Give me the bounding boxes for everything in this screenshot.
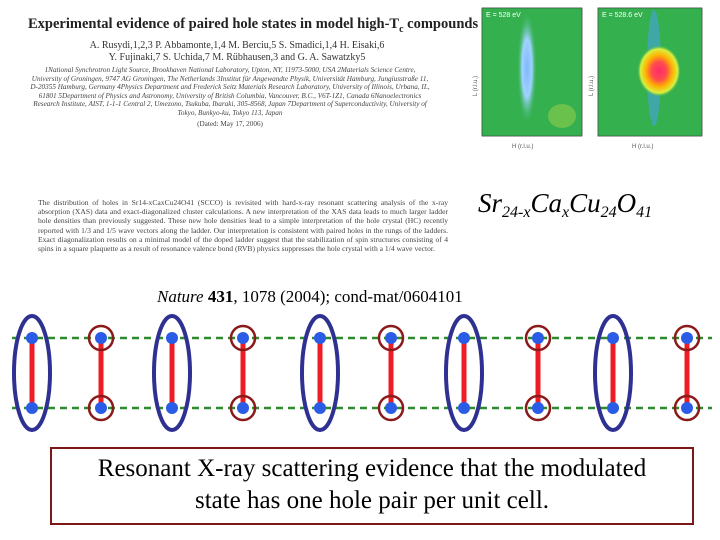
paper-affiliations: 1National Synchrotron Light Source, Broo…	[30, 66, 430, 128]
ladder-diagram	[0, 310, 720, 440]
formula-cu-sub: 24	[600, 204, 617, 221]
copper-site	[532, 332, 544, 344]
affiliations-text: 1National Synchrotron Light Source, Broo…	[30, 66, 430, 117]
copper-site	[314, 332, 326, 344]
paper-authors: A. Rusydi,1,2,3 P. Abbamonte,1,4 M. Berc…	[52, 40, 422, 64]
paper-title-main: Experimental evidence of paired hole sta…	[28, 16, 400, 32]
copper-site	[95, 332, 107, 344]
paper-excerpt: Experimental evidence of paired hole sta…	[28, 10, 478, 268]
citation-rest: , 1078 (2004); cond-mat/0604101	[233, 287, 463, 306]
hole-site-ring	[87, 394, 115, 422]
hole-pair-oval	[444, 314, 484, 432]
hole-site-ring	[377, 324, 405, 352]
ladder-svg	[12, 314, 712, 432]
copper-site	[314, 402, 326, 414]
copper-site	[681, 332, 693, 344]
formula-ca-sub: x	[561, 204, 570, 221]
map-left: E = 528 eV H (r.l.u.) L (r.l.u.)	[473, 7, 583, 150]
scattering-plots: E = 528 eV H (r.l.u.) L (r.l.u.) E = 528…	[472, 6, 708, 156]
formula-cu: Cu	[569, 188, 601, 218]
citation-journal: Nature	[157, 287, 204, 306]
copper-site	[681, 402, 693, 414]
chemical-formula: Sr24-xCaxCu24O41	[478, 188, 652, 222]
hole-site-ring	[673, 394, 701, 422]
formula-sr: Sr	[478, 188, 503, 218]
copper-site	[532, 402, 544, 414]
caption-line-2: state has one hole pair per unit cell.	[194, 487, 550, 514]
paper-title-subscript: c	[399, 23, 404, 35]
authors-line-2: Y. Fujinaki,7 S. Uchida,7 M. Rübhausen,3…	[108, 52, 366, 63]
authors-line-1: A. Rusydi,1,2,3 P. Abbamonte,1,4 M. Berc…	[89, 40, 385, 51]
formula-ca: Ca	[530, 188, 562, 218]
paper-title-end: compounds	[403, 16, 479, 32]
copper-site	[166, 402, 178, 414]
copper-site	[237, 332, 249, 344]
hole-site-ring	[524, 324, 552, 352]
copper-site	[458, 402, 470, 414]
caption-line-1: Resonant X-ray scattering evidence that …	[97, 455, 647, 482]
map-left-xlabel: H (r.l.u.)	[512, 144, 533, 150]
hole-pair-oval	[152, 314, 192, 432]
hole-site-ring	[229, 394, 257, 422]
map-right: E = 528.6 eV H (r.l.u.) L (r.l.u.)	[589, 7, 703, 150]
copper-site	[166, 332, 178, 344]
formula-o: O	[616, 188, 637, 218]
copper-site	[458, 332, 470, 344]
hole-pair-oval	[12, 314, 52, 432]
copper-site	[385, 402, 397, 414]
map-right-ylabel: L (r.l.u.)	[589, 76, 595, 96]
hole-site-ring	[673, 324, 701, 352]
citation: Nature 431, 1078 (2004); cond-mat/060410…	[157, 287, 463, 307]
hole-pair-oval	[593, 314, 633, 432]
hole-site-ring	[377, 394, 405, 422]
citation-volume: 431	[207, 287, 234, 306]
formula-sr-sub: 24-x	[502, 204, 531, 221]
copper-site	[607, 402, 619, 414]
hole-pair-oval	[300, 314, 340, 432]
copper-site	[385, 332, 397, 344]
copper-site	[237, 402, 249, 414]
copper-site	[95, 402, 107, 414]
paper-date: (Dated: May 17, 2006)	[197, 119, 263, 128]
caption-box: Resonant X-ray scattering evidence that …	[50, 447, 694, 525]
hole-site-ring	[87, 324, 115, 352]
formula-o-sub: 41	[636, 204, 653, 221]
map-right-energy: E = 528.6 eV	[602, 12, 643, 19]
copper-site	[26, 402, 38, 414]
copper-site	[26, 332, 38, 344]
map-left-ylabel: L (r.l.u.)	[473, 76, 479, 96]
hole-site-ring	[524, 394, 552, 422]
map-right-xlabel: H (r.l.u.)	[632, 144, 653, 150]
map-left-energy: E = 528 eV	[486, 12, 521, 19]
paper-title: Experimental evidence of paired hole sta…	[28, 16, 478, 35]
hole-site-ring	[229, 324, 257, 352]
paper-abstract: The distribution of holes in Sr14-xCaxCu…	[38, 198, 448, 254]
copper-site	[607, 332, 619, 344]
scattering-maps: E = 528 eV H (r.l.u.) L (r.l.u.) E = 528…	[473, 7, 703, 150]
